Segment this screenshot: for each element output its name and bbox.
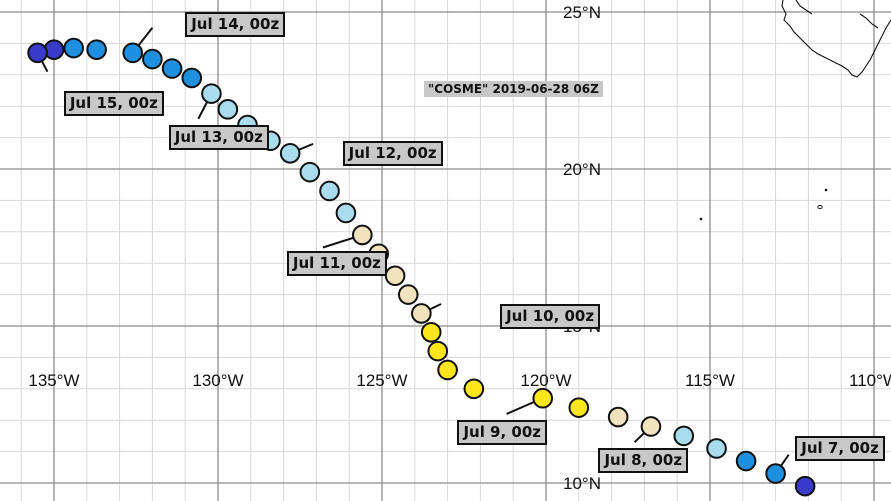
- track-point: [568, 397, 590, 418]
- time-label: Jul 9, 00z: [457, 420, 548, 446]
- longitude-label: 130°W: [192, 371, 243, 390]
- track-point: [201, 83, 222, 104]
- track-point: [122, 42, 144, 64]
- longitude-labels: 135°W 130°W 125°W 120°W 115°W 110°W: [28, 371, 891, 390]
- latitude-labels: 25°N20°N15°N10°N: [563, 3, 601, 493]
- track-point: [765, 463, 786, 484]
- track-point: [794, 475, 816, 497]
- time-label: Jul 11, 00z: [286, 250, 387, 276]
- time-label: Jul 12, 00z: [342, 140, 443, 166]
- longitude-label: 135°W: [28, 371, 79, 390]
- track-point: [384, 265, 406, 287]
- track-point: [532, 387, 554, 409]
- track-point: [335, 202, 357, 224]
- time-label: Jul 8, 00z: [598, 448, 689, 474]
- time-label: Jul 13, 00z: [168, 125, 269, 151]
- longitude-label: 110°W: [849, 371, 891, 390]
- track-point: [299, 161, 321, 183]
- track-point: [43, 39, 65, 60]
- track-point: [279, 143, 301, 164]
- time-label: Jul 10, 00z: [500, 304, 601, 330]
- track-point: [86, 39, 107, 60]
- track-point: [397, 284, 419, 305]
- track-point: [463, 378, 485, 400]
- track-point: [27, 42, 48, 64]
- latitude-label: 10°N: [563, 474, 601, 493]
- track-point: [63, 37, 84, 59]
- track-point: [319, 180, 340, 202]
- track-point: [352, 224, 373, 246]
- track-point: [217, 99, 239, 120]
- latitude-label: 25°N: [563, 3, 601, 22]
- track-point: [735, 450, 757, 472]
- track-point: [420, 321, 442, 343]
- time-label: Jul 15, 00z: [63, 90, 164, 116]
- storm-title: "COSME" 2019-06-28 06Z: [424, 81, 603, 97]
- track-point: [161, 58, 183, 79]
- track-point: [181, 67, 203, 89]
- coastline: [699, 0, 891, 221]
- track-point: [437, 359, 458, 381]
- longitude-label: 115°W: [685, 371, 735, 390]
- time-label: Jul 7, 00z: [795, 435, 885, 461]
- track-point: [706, 438, 727, 459]
- time-label: Jul 14, 00z: [185, 12, 286, 37]
- latitude-label: 20°N: [563, 160, 601, 179]
- track-point: [673, 425, 695, 447]
- track-point: [607, 406, 629, 428]
- track-point: [142, 48, 163, 70]
- track-point: [427, 340, 449, 362]
- track-point: [411, 303, 432, 324]
- track-point: [640, 416, 662, 437]
- longitude-label: 125°W: [356, 371, 407, 390]
- longitude-label: 120°W: [520, 371, 571, 390]
